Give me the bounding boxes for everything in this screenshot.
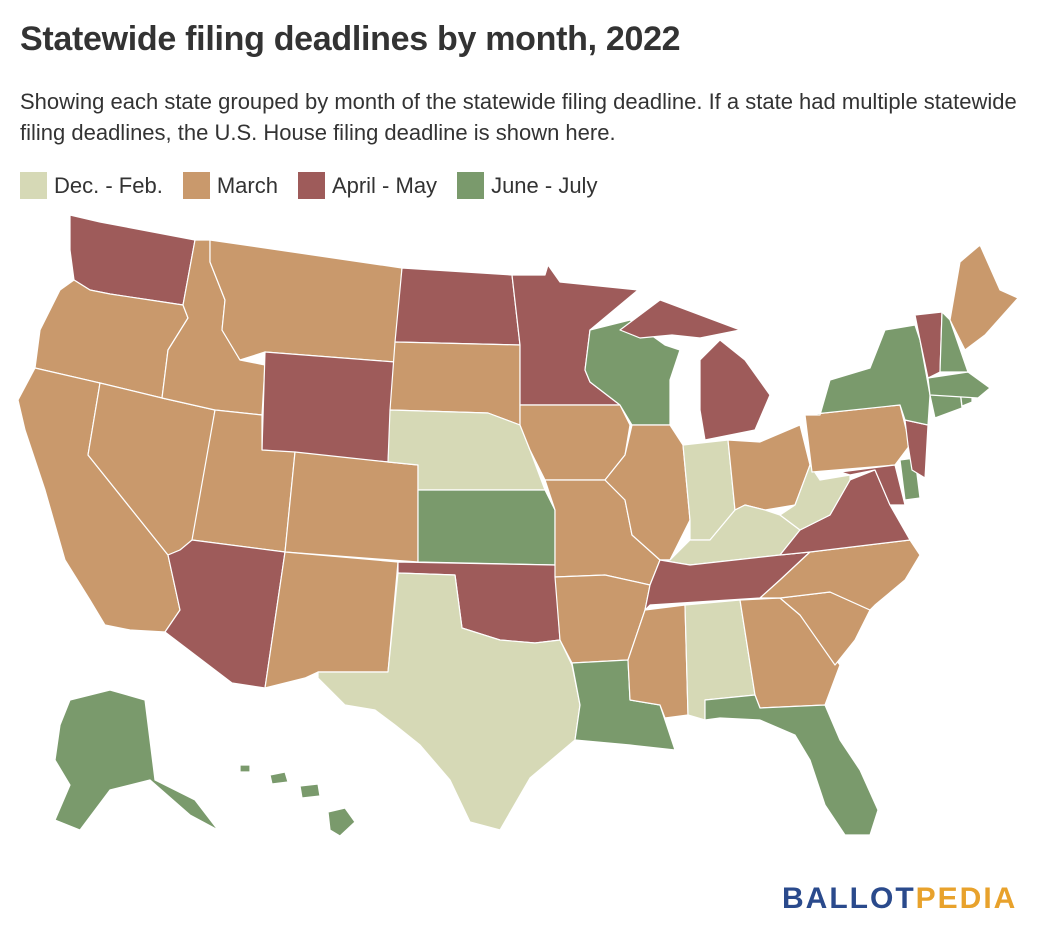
state-mt[interactable] [209,239,403,363]
legend-item-decfeb: Dec. - Feb. [20,172,163,199]
legend-item-junjul: June - July [457,172,597,199]
state-mi[interactable] [619,299,771,441]
state-ak[interactable] [54,689,219,831]
legend-swatch-junjul [457,172,485,199]
state-vt[interactable] [914,311,943,379]
state-nh[interactable] [939,311,969,373]
state-pa[interactable] [804,404,911,473]
state-wy[interactable] [261,351,396,463]
legend: Dec. - Feb. March April - May June - Jul… [20,172,617,199]
page-subtitle: Showing each state grouped by month of t… [20,89,1017,145]
state-me[interactable] [949,244,1019,351]
state-hi[interactable] [239,764,356,837]
state-co[interactable] [284,451,419,563]
legend-item-march: March [182,172,278,199]
state-ks[interactable] [417,489,556,566]
legend-label-decfeb: Dec. - Feb. [54,172,163,198]
legend-swatch-march [182,172,210,199]
state-az[interactable] [164,539,286,689]
legend-swatch-aprmay [297,172,325,199]
state-ma[interactable] [927,371,991,399]
state-tx[interactable] [317,572,581,831]
state-ny[interactable] [804,324,931,426]
legend-swatch-decfeb [20,172,47,199]
legend-label-junjul: June - July [491,172,598,198]
ballotpedia-logo: BALLOTPEDIA [782,882,1018,915]
state-nc[interactable] [759,539,921,611]
state-md[interactable] [839,464,906,506]
page-title: Statewide filing deadlines by month, 202… [20,20,681,58]
state-nd[interactable] [394,267,521,346]
legend-label-aprmay: April - May [331,172,438,198]
legend-item-aprmay: April - May [297,172,438,199]
legend-label-march: March [216,172,278,198]
state-fl[interactable] [704,694,879,836]
state-nm[interactable] [264,551,399,689]
